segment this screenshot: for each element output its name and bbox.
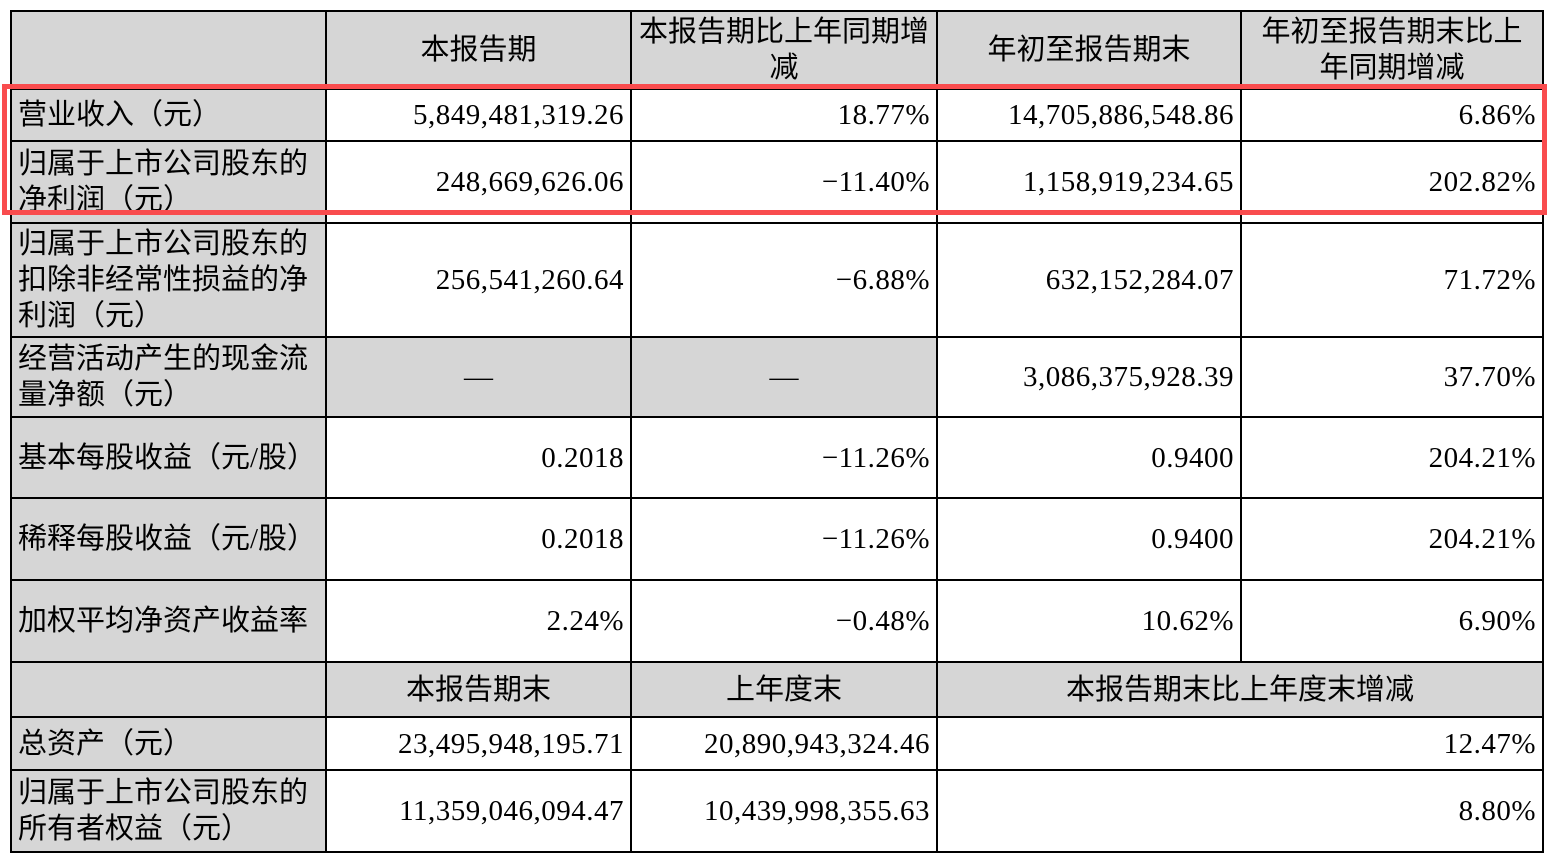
row-equity-attributable: 归属于上市公司股东的所有者权益（元） 11,359,046,094.47 10,… [10,769,1544,853]
row-operating-revenue: 营业收入（元） 5,849,481,319.26 18.77% 14,705,8… [10,88,1544,142]
header-ytd-yoy-change: 年初至报告期末比上年同期增减 [1240,10,1544,90]
cell-end-of-period: 11,359,046,094.47 [325,769,632,853]
cell-yoy-change: −11.40% [630,140,938,224]
row-net-profit-excl-nonrecurring: 归属于上市公司股东的扣除非经常性损益的净利润（元） 256,541,260.64… [10,222,1544,338]
header-ytd: 年初至报告期末 [936,10,1242,90]
cell-ytd-yoy-change: 71.72% [1240,222,1544,338]
cell-ytd-yoy-change: 204.21% [1240,416,1544,499]
cell-current-period-na: — [325,336,632,418]
row-label: 稀释每股收益（元/股） [10,497,327,581]
header-empty-cell [10,10,327,90]
row-label: 归属于上市公司股东的净利润（元） [10,140,327,224]
row-label: 基本每股收益（元/股） [10,416,327,499]
header-empty-cell [10,661,327,718]
row-weighted-avg-roe: 加权平均净资产收益率 2.24% −0.48% 10.62% 6.90% [10,579,1544,663]
row-operating-cash-flow: 经营活动产生的现金流量净额（元） — — 3,086,375,928.39 37… [10,336,1544,418]
cell-ytd: 632,152,284.07 [936,222,1242,338]
cell-period-end-change: 12.47% [936,716,1544,771]
cell-yoy-change: −6.88% [630,222,938,338]
row-label: 归属于上市公司股东的扣除非经常性损益的净利润（元） [10,222,327,338]
row-label: 归属于上市公司股东的所有者权益（元） [10,769,327,853]
financial-summary-table: 本报告期 本报告期比上年同期增减 年初至报告期末 年初至报告期末比上年同期增减 … [10,10,1544,853]
row-total-assets: 总资产（元） 23,495,948,195.71 20,890,943,324.… [10,716,1544,771]
cell-yoy-change: −11.26% [630,497,938,581]
header-period-end-change: 本报告期末比上年度末增减 [936,661,1544,718]
cell-ytd-yoy-change: 202.82% [1240,140,1544,224]
cell-current-period: 5,849,481,319.26 [325,88,632,142]
cell-ytd: 10.62% [936,579,1242,663]
row-label: 加权平均净资产收益率 [10,579,327,663]
cell-current-period: 248,669,626.06 [325,140,632,224]
header-current-period: 本报告期 [325,10,632,90]
header-row-period-end: 本报告期末 上年度末 本报告期末比上年度末增减 [10,661,1544,718]
cell-current-period: 0.2018 [325,416,632,499]
cell-ytd: 3,086,375,928.39 [936,336,1242,418]
cell-current-period: 256,541,260.64 [325,222,632,338]
cell-end-of-period: 23,495,948,195.71 [325,716,632,771]
cell-yoy-change: 18.77% [630,88,938,142]
header-end-of-prior-year: 上年度末 [630,661,938,718]
cell-ytd-yoy-change: 37.70% [1240,336,1544,418]
cell-ytd: 0.9400 [936,416,1242,499]
cell-ytd: 0.9400 [936,497,1242,581]
cell-ytd-yoy-change: 6.86% [1240,88,1544,142]
row-basic-eps: 基本每股收益（元/股） 0.2018 −11.26% 0.9400 204.21… [10,416,1544,499]
cell-yoy-change: −0.48% [630,579,938,663]
cell-current-period: 0.2018 [325,497,632,581]
cell-ytd-yoy-change: 6.90% [1240,579,1544,663]
cell-yoy-change-na: — [630,336,938,418]
cell-period-end-change: 8.80% [936,769,1544,853]
cell-ytd-yoy-change: 204.21% [1240,497,1544,581]
cell-yoy-change: −11.26% [630,416,938,499]
header-row-period: 本报告期 本报告期比上年同期增减 年初至报告期末 年初至报告期末比上年同期增减 [10,10,1544,90]
header-yoy-change: 本报告期比上年同期增减 [630,10,938,90]
cell-end-of-prior-year: 20,890,943,324.46 [630,716,938,771]
row-label: 总资产（元） [10,716,327,771]
header-end-of-period: 本报告期末 [325,661,632,718]
cell-ytd: 1,158,919,234.65 [936,140,1242,224]
cell-ytd: 14,705,886,548.86 [936,88,1242,142]
row-label: 营业收入（元） [10,88,327,142]
row-net-profit-attributable: 归属于上市公司股东的净利润（元） 248,669,626.06 −11.40% … [10,140,1544,224]
cell-current-period: 2.24% [325,579,632,663]
row-label: 经营活动产生的现金流量净额（元） [10,336,327,418]
row-diluted-eps: 稀释每股收益（元/股） 0.2018 −11.26% 0.9400 204.21… [10,497,1544,581]
cell-end-of-prior-year: 10,439,998,355.63 [630,769,938,853]
